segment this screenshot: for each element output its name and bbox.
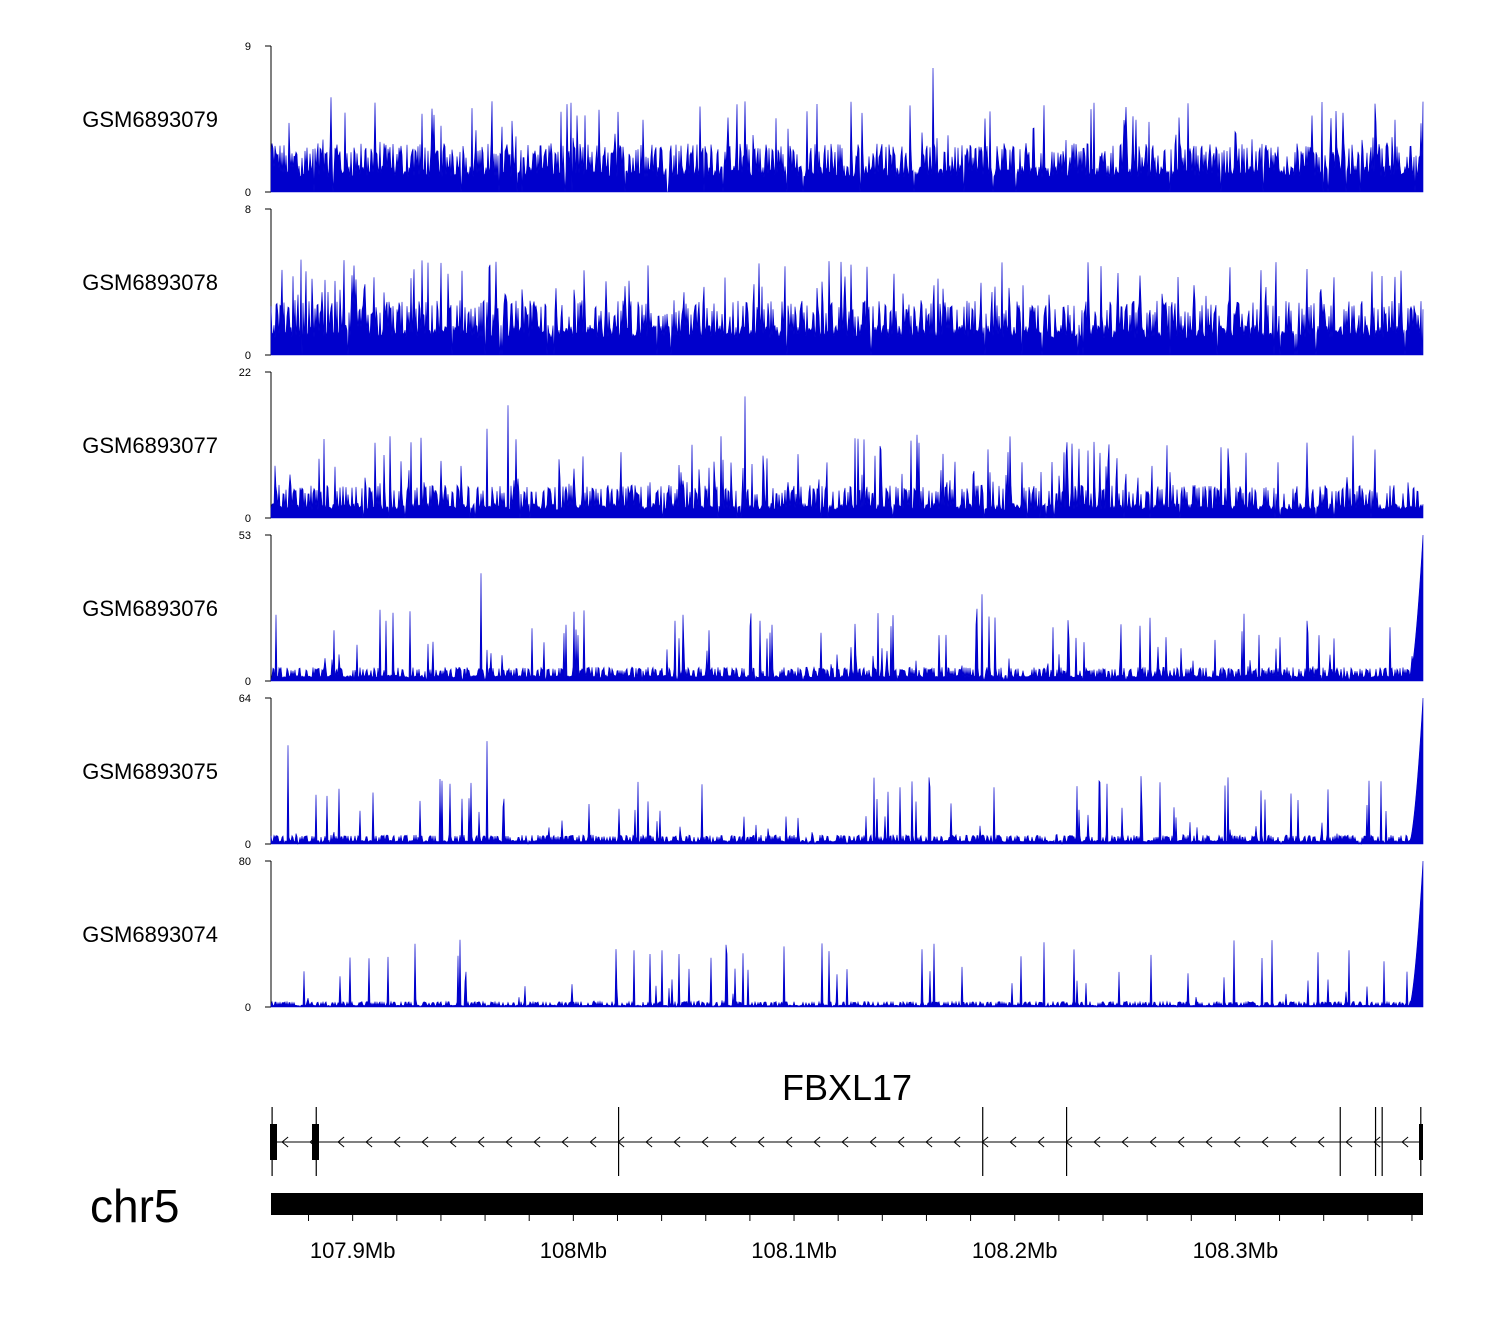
strand-arrow xyxy=(365,1136,373,1148)
gene-model: FBXL17 xyxy=(270,1067,1423,1176)
strand-arrow xyxy=(533,1136,541,1148)
strand-arrow xyxy=(449,1136,457,1148)
strand-arrow xyxy=(337,1136,345,1148)
strand-arrow xyxy=(701,1136,709,1148)
axis-tick-label: 108Mb xyxy=(540,1238,607,1263)
axis-tick-label: 108.1Mb xyxy=(751,1238,837,1263)
strand-arrow xyxy=(1121,1136,1129,1148)
coverage-signal xyxy=(270,534,1424,682)
strand-arrow xyxy=(785,1136,793,1148)
strand-arrow xyxy=(1093,1136,1101,1148)
y-tick-label-zero: 0 xyxy=(245,187,251,199)
gene-name: FBXL17 xyxy=(782,1067,912,1108)
track-label: GSM6893074 xyxy=(82,922,218,947)
strand-arrow xyxy=(393,1136,401,1148)
axis-tick-label: 108.3Mb xyxy=(1193,1238,1279,1263)
y-tick-label-max: 64 xyxy=(239,693,251,705)
strand-arrow xyxy=(813,1136,821,1148)
y-tick-label-max: 53 xyxy=(239,530,251,542)
strand-arrow xyxy=(1261,1136,1269,1148)
strand-arrow xyxy=(589,1136,597,1148)
y-tick-label-zero: 0 xyxy=(245,839,251,851)
strand-arrow xyxy=(1373,1136,1381,1148)
track-label: GSM6893079 xyxy=(82,107,218,132)
exon-block xyxy=(312,1124,319,1160)
strand-arrow xyxy=(1345,1136,1353,1148)
strand-arrow xyxy=(869,1136,877,1148)
y-tick-label-max: 22 xyxy=(239,367,251,379)
strand-arrow xyxy=(1177,1136,1185,1148)
exon-block xyxy=(270,1124,277,1160)
y-tick-label-zero: 0 xyxy=(245,1002,251,1014)
axis-tick-label: 107.9Mb xyxy=(310,1238,396,1263)
strand-arrow xyxy=(561,1136,569,1148)
exon-block xyxy=(1419,1124,1423,1160)
strand-arrow xyxy=(757,1136,765,1148)
y-tick-label-max: 8 xyxy=(245,204,251,216)
strand-arrow xyxy=(477,1136,485,1148)
track-label: GSM6893076 xyxy=(82,596,218,621)
strand-arrow xyxy=(1317,1136,1325,1148)
y-tick-label-zero: 0 xyxy=(245,350,251,362)
track-GSM6893078: GSM6893078 8 0 xyxy=(82,204,1424,362)
y-tick-label-max: 80 xyxy=(239,856,251,868)
track-GSM6893074: GSM6893074 80 0 xyxy=(82,856,1424,1014)
track-label: GSM6893078 xyxy=(82,270,218,295)
y-tick-label-zero: 0 xyxy=(245,513,251,525)
strand-arrow xyxy=(841,1136,849,1148)
chromosome-label: chr5 xyxy=(90,1180,179,1232)
coverage-signal xyxy=(270,259,1424,356)
coverage-signal xyxy=(270,396,1424,519)
strand-arrow xyxy=(897,1136,905,1148)
strand-arrow xyxy=(281,1136,289,1148)
strand-arrow xyxy=(1149,1136,1157,1148)
track-label: GSM6893075 xyxy=(82,759,218,784)
chromosome-axis: chr5 107.9Mb 108Mb 108.1Mb 108.2Mb 108.3Mb xyxy=(90,1180,1423,1263)
strand-arrow xyxy=(1205,1136,1213,1148)
strand-arrow xyxy=(505,1136,513,1148)
strand-arrow xyxy=(645,1136,653,1148)
track-GSM6893076: GSM6893076 53 0 xyxy=(82,530,1424,688)
strand-arrow xyxy=(981,1136,989,1148)
strand-arrow xyxy=(925,1136,933,1148)
axis-tick-label: 108.2Mb xyxy=(972,1238,1058,1263)
track-GSM6893075: GSM6893075 64 0 xyxy=(82,693,1424,851)
strand-arrow xyxy=(953,1136,961,1148)
track-GSM6893077: GSM6893077 22 0 xyxy=(82,367,1424,525)
strand-arrow xyxy=(1009,1136,1017,1148)
y-tick-label-zero: 0 xyxy=(245,676,251,688)
strand-arrow xyxy=(1289,1136,1297,1148)
chromosome-bar xyxy=(271,1193,1423,1215)
strand-arrow xyxy=(1037,1136,1045,1148)
strand-arrow xyxy=(1233,1136,1241,1148)
coverage-signal xyxy=(270,67,1424,193)
strand-arrow xyxy=(729,1136,737,1148)
track-GSM6893079: GSM6893079 9 0 xyxy=(82,41,1424,199)
y-tick-label-max: 9 xyxy=(245,41,251,53)
strand-arrow xyxy=(1401,1136,1409,1148)
coverage-signal xyxy=(270,697,1424,846)
strand-arrow xyxy=(421,1136,429,1148)
coverage-signal xyxy=(270,860,1424,1008)
strand-arrow xyxy=(673,1136,681,1148)
track-label: GSM6893077 xyxy=(82,433,218,458)
